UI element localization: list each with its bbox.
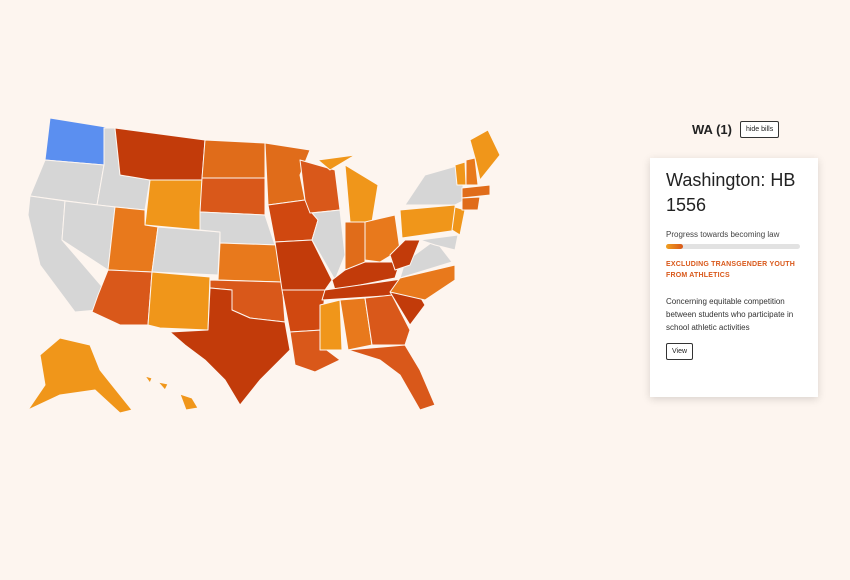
state[interactable]	[461, 184, 491, 199]
state[interactable]	[461, 196, 481, 211]
state[interactable]	[281, 289, 326, 333]
state[interactable]	[179, 393, 199, 411]
hide-bills-button[interactable]: hide bills	[739, 121, 780, 138]
state[interactable]	[114, 127, 206, 181]
state[interactable]	[454, 161, 467, 186]
state[interactable]	[399, 204, 459, 239]
state[interactable]	[317, 154, 356, 171]
us-map	[27, 117, 501, 414]
state[interactable]	[344, 164, 379, 223]
state[interactable]	[465, 157, 479, 186]
state[interactable]	[389, 264, 456, 301]
view-button[interactable]: View	[666, 343, 694, 360]
state[interactable]	[144, 375, 153, 384]
state[interactable]	[201, 139, 266, 179]
state[interactable]	[44, 117, 113, 166]
state[interactable]	[151, 226, 221, 276]
state[interactable]	[389, 239, 421, 271]
state[interactable]	[469, 129, 501, 181]
state[interactable]	[169, 287, 291, 406]
bill-title: Washington: HB 1556	[666, 170, 796, 215]
state[interactable]	[147, 271, 211, 331]
state[interactable]	[217, 242, 283, 283]
state[interactable]	[274, 239, 333, 291]
panel-heading: WA (1)	[692, 122, 732, 137]
state[interactable]	[419, 234, 459, 251]
progress-label: Progress towards becoming law	[666, 230, 780, 239]
state[interactable]	[157, 381, 169, 391]
state[interactable]	[264, 142, 311, 206]
state[interactable]	[91, 269, 153, 326]
state[interactable]	[319, 299, 343, 351]
state[interactable]	[347, 344, 436, 411]
progress-fill	[666, 244, 684, 249]
panel-header: WA (1) hide bills	[692, 121, 780, 138]
state[interactable]	[144, 179, 203, 231]
state[interactable]	[199, 177, 266, 216]
state[interactable]	[27, 337, 133, 414]
progress-track	[666, 244, 800, 249]
bill-category: EXCLUDING TRANSGENDER YOUTH FROM ATHLETI…	[666, 261, 795, 279]
bill-card: Washington: HB 1556 Progress towards bec…	[650, 158, 818, 397]
bill-description: Concerning equitable competition between…	[666, 297, 794, 332]
state[interactable]	[451, 206, 466, 236]
state[interactable]	[399, 239, 453, 279]
state[interactable]	[364, 294, 411, 346]
